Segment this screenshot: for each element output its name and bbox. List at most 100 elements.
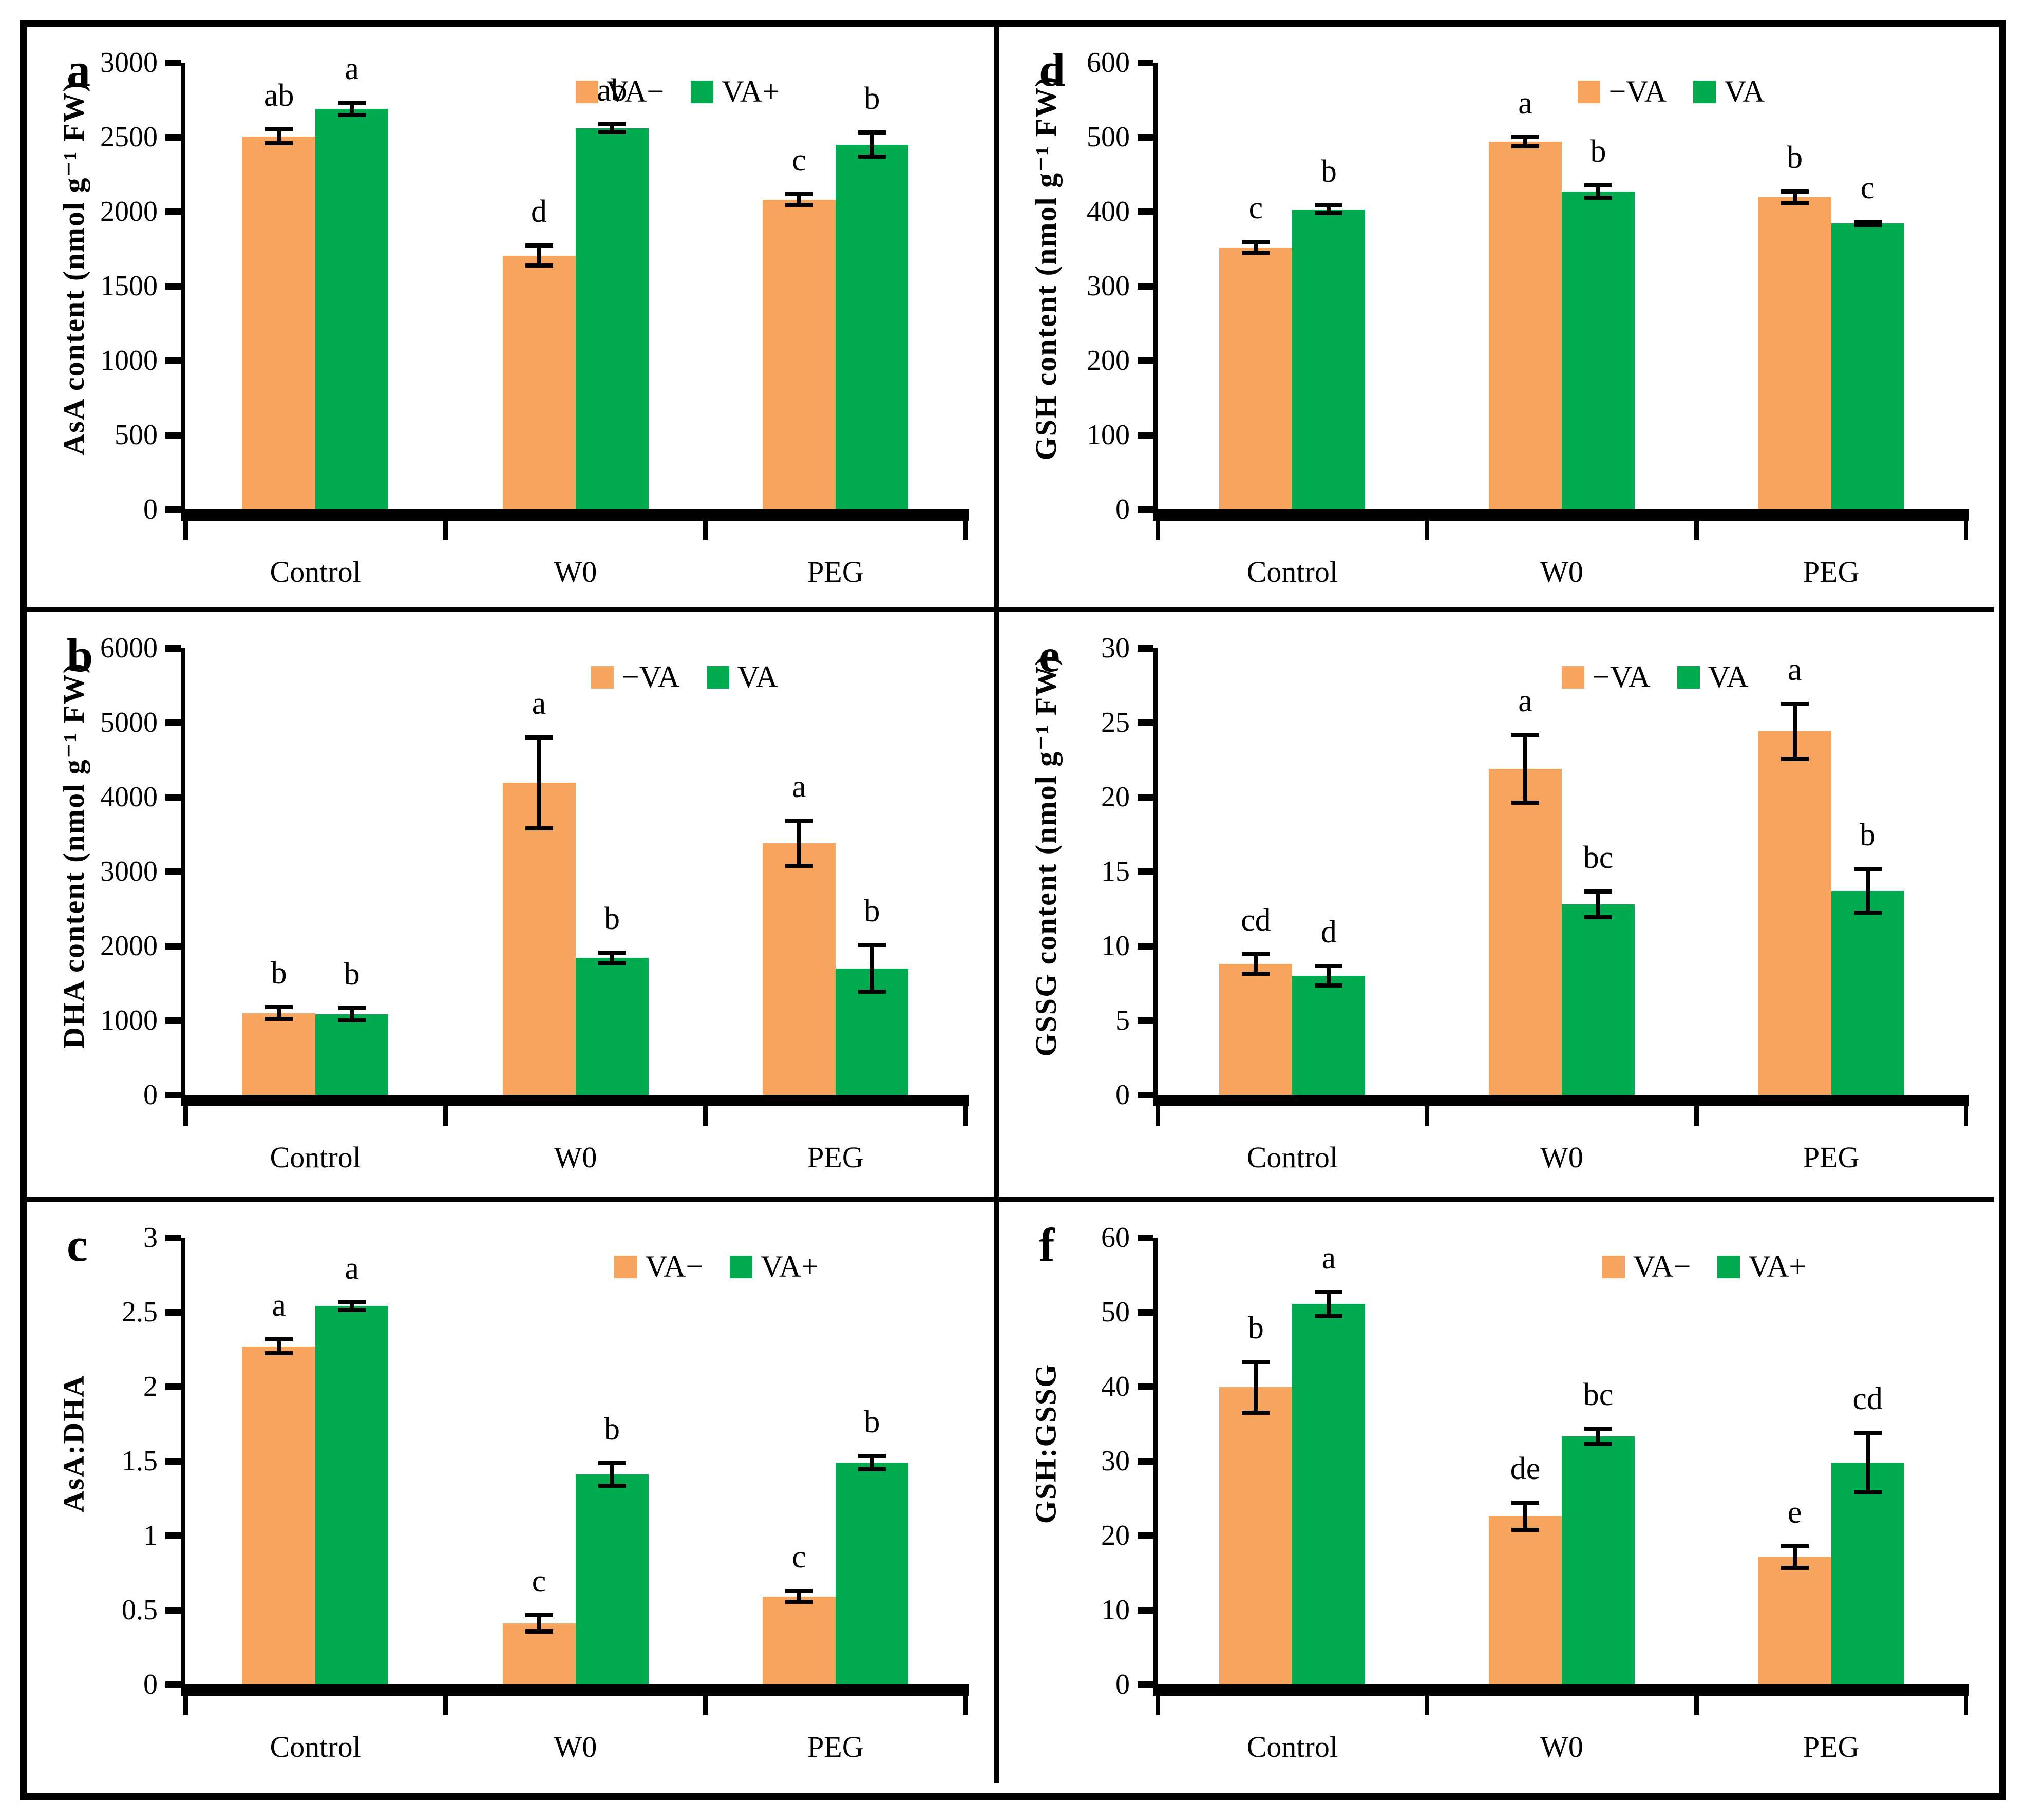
error-bar-cap-top xyxy=(1242,952,1270,956)
y-tick-label: 400 xyxy=(1087,196,1130,228)
error-bar xyxy=(869,130,874,159)
error-bar-cap-bottom xyxy=(1511,1527,1539,1532)
error-bar-cap-top xyxy=(265,127,293,132)
error-bar-cap-top xyxy=(598,950,626,955)
bar-va-minus xyxy=(762,843,836,1095)
y-tick-label: 100 xyxy=(1087,419,1130,451)
error-bar-cap-bottom xyxy=(1781,201,1809,206)
x-category-label: Control xyxy=(1246,1730,1338,1764)
x-tick-mark xyxy=(963,1106,968,1126)
y-tick-mark xyxy=(165,1457,181,1465)
y-tick-mark xyxy=(165,1383,181,1390)
error-bar xyxy=(1254,1359,1258,1415)
error-bar-cap-bottom xyxy=(265,1017,293,1021)
legend-swatch-va-plus xyxy=(1717,1255,1740,1278)
y-tick-label: 60 xyxy=(1101,1222,1130,1254)
sig-letter: b xyxy=(1320,154,1337,189)
sig-letter: ab xyxy=(263,78,294,113)
x-category-label: W0 xyxy=(554,1141,597,1174)
y-tick-mark xyxy=(1138,1681,1153,1688)
bar-va-minus xyxy=(762,199,836,509)
sig-letter: b xyxy=(1590,134,1606,169)
y-tick-label: 2000 xyxy=(100,196,158,228)
y-tick-mark xyxy=(1138,1091,1153,1098)
error-bar-cap-bottom xyxy=(598,130,626,135)
error-bar xyxy=(1865,1430,1870,1495)
error-bar xyxy=(350,1300,354,1312)
error-bar xyxy=(610,122,614,135)
legend: VA− VA+ xyxy=(575,74,807,109)
sig-letter: a xyxy=(1518,684,1532,719)
y-tick-label: 3000 xyxy=(100,47,158,79)
y-tick-mark xyxy=(165,208,181,215)
sig-letter: de xyxy=(1510,1451,1541,1486)
error-bar xyxy=(1596,889,1600,919)
y-tick-mark xyxy=(165,1606,181,1614)
legend-entry: VA xyxy=(1677,659,1749,695)
bar-va-minus xyxy=(1758,1557,1831,1684)
x-tick-mark xyxy=(1694,1696,1699,1715)
bar-va-minus xyxy=(1489,1516,1562,1684)
y-tick-mark xyxy=(1138,868,1153,875)
sig-letter: a xyxy=(345,1250,359,1286)
bar-va-minus xyxy=(1758,731,1831,1095)
y-tick-mark xyxy=(165,868,181,875)
legend-label: −VA xyxy=(1608,74,1667,108)
panel-e: e GSSG content (nmol g⁻¹ FW) 0 5 10 15 20 25 3… xyxy=(999,612,1994,1202)
y-tick-mark xyxy=(1138,357,1153,364)
x-category-label: Control xyxy=(1246,555,1338,589)
error-bar xyxy=(1523,1500,1527,1532)
error-bar-cap-bottom xyxy=(1511,800,1539,805)
bar-va-plus xyxy=(315,1014,389,1095)
y-tick-label: 50 xyxy=(1101,1296,1130,1328)
bar-va-minus xyxy=(1489,141,1562,509)
error-bar xyxy=(869,1453,874,1472)
y-tick-label: 30 xyxy=(1101,632,1130,664)
y-tick-mark xyxy=(1138,506,1153,513)
sig-letter: c xyxy=(1248,191,1263,226)
error-bar-cap-top xyxy=(785,1589,813,1594)
x-tick-mark xyxy=(1155,1696,1160,1715)
error-bar xyxy=(610,1461,614,1488)
error-bar-cap-top xyxy=(858,943,886,947)
error-bar-cap-top xyxy=(1511,135,1539,139)
y-tick-mark xyxy=(1138,59,1153,66)
error-bar-cap-bottom xyxy=(265,141,293,145)
legend-entry: −VA xyxy=(1578,74,1667,109)
error-bar-cap-bottom xyxy=(1781,1565,1809,1570)
y-tick-label: 40 xyxy=(1101,1371,1130,1402)
error-bar xyxy=(1596,183,1600,200)
legend: VA− VA+ xyxy=(614,1249,845,1284)
error-bar xyxy=(797,1589,801,1604)
legend-entry: VA+ xyxy=(691,74,780,109)
bar-va-minus xyxy=(242,1013,316,1095)
y-tick-mark xyxy=(165,431,181,439)
error-bar xyxy=(610,950,614,965)
y-tick-mark xyxy=(165,1681,181,1688)
x-axis-line xyxy=(1153,1684,1969,1696)
error-bar-cap-bottom xyxy=(1853,1490,1882,1495)
legend-label: VA− xyxy=(606,74,665,108)
legend-swatch-va-minus xyxy=(1562,666,1584,689)
error-bar-cap-top xyxy=(1584,1427,1612,1431)
error-bar xyxy=(797,819,801,868)
y-tick-mark xyxy=(165,1532,181,1539)
error-bar xyxy=(1792,1544,1797,1570)
error-bar-cap-bottom xyxy=(338,1018,366,1023)
error-bar xyxy=(1523,135,1527,148)
error-bar-cap-top xyxy=(858,1453,886,1458)
legend-label: VA+ xyxy=(1748,1249,1807,1283)
bar-va-minus xyxy=(502,255,576,509)
sig-letter: b xyxy=(271,955,287,991)
sig-letter: b xyxy=(1860,818,1876,853)
x-category-label: PEG xyxy=(1803,1141,1860,1174)
error-bar-cap-top xyxy=(338,1006,366,1011)
x-tick-mark xyxy=(443,1696,448,1715)
x-axis-line xyxy=(1153,509,1969,521)
x-tick-mark xyxy=(703,1106,708,1126)
error-bar xyxy=(1596,1427,1600,1446)
y-tick-mark xyxy=(165,282,181,290)
legend-label: VA xyxy=(737,660,778,694)
legend-swatch-va-plus xyxy=(730,1255,753,1278)
y-tick-label: 20 xyxy=(1101,781,1130,813)
